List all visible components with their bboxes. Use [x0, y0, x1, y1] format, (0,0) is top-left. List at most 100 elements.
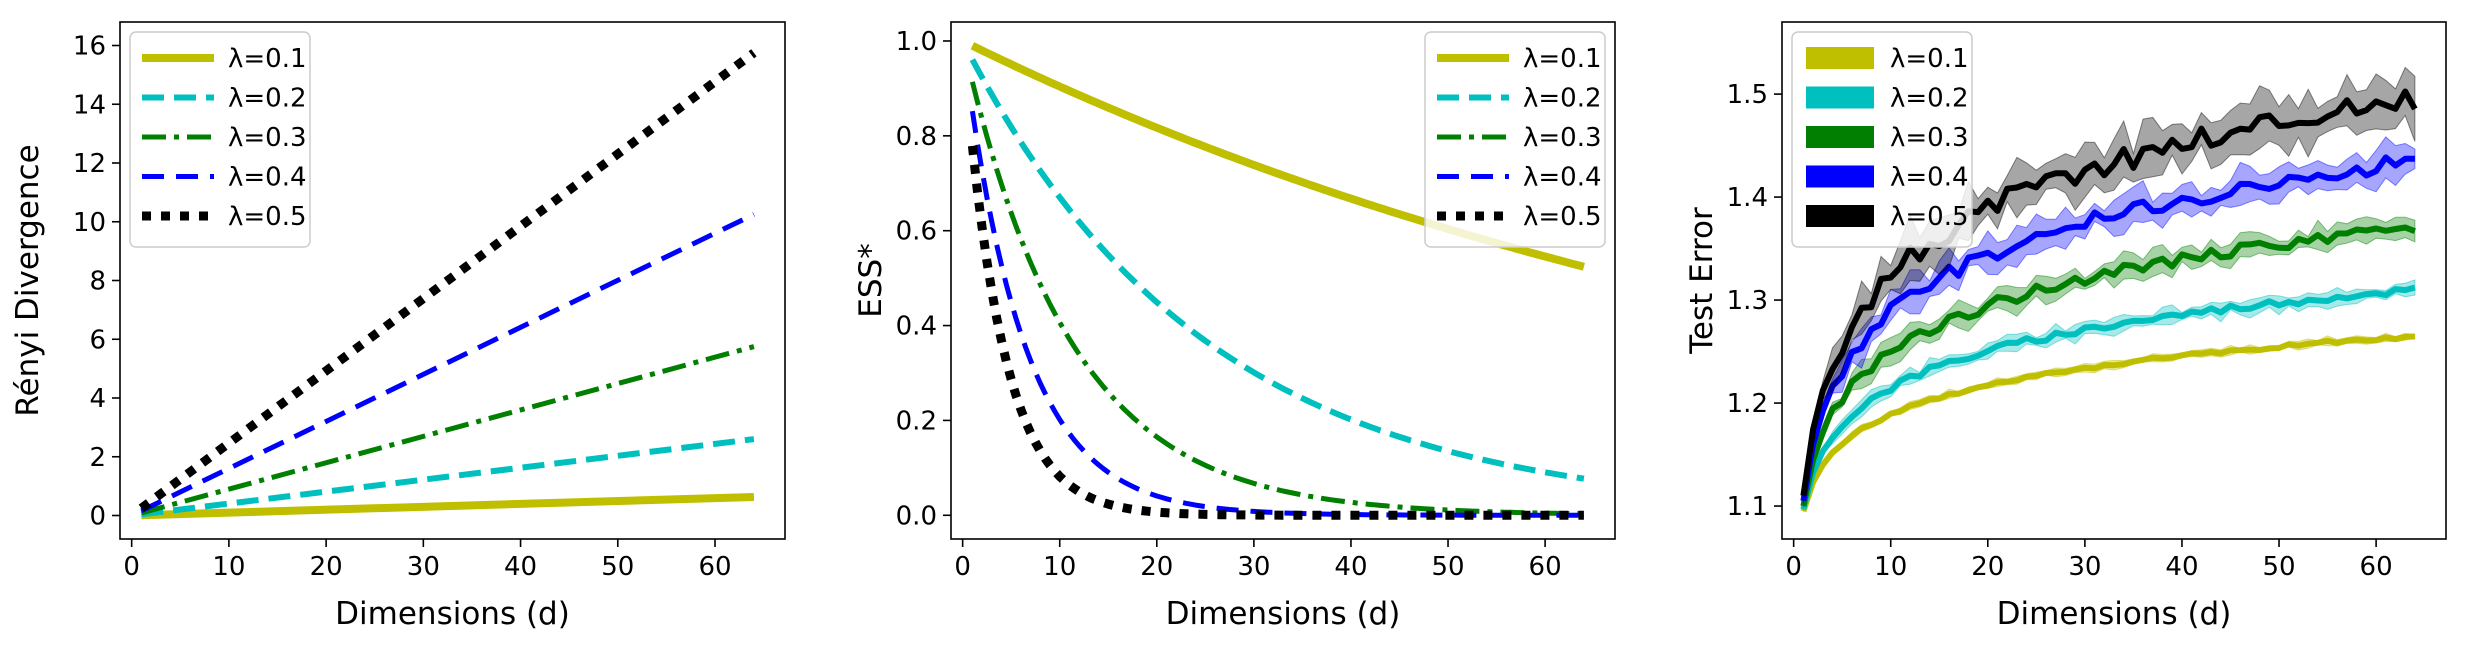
y-axis-label: Test Error	[1684, 207, 1720, 355]
y-tick-label: 0.4	[896, 312, 937, 342]
legend-label: λ=0.1	[1890, 44, 1969, 74]
legend-label: λ=0.1	[1523, 44, 1602, 74]
x-tick-label: 30	[1237, 552, 1270, 582]
y-tick-label: 1.5	[1727, 80, 1768, 110]
y-tick-label: 12	[73, 149, 106, 179]
legend-item: λ=0.2	[1437, 84, 1602, 114]
legend-item: λ=0.5	[142, 202, 307, 232]
legend-swatch	[1806, 126, 1874, 148]
series-line-lambda-0.1	[1800, 333, 2415, 513]
chart-panel-1: 0 10 20 30 40 50 60 0 2 4 6 8 10 12 14 16 Dimensions (d)…	[10, 21, 786, 632]
series-line-lambda-0.1	[141, 493, 755, 520]
x-tick-label: 30	[407, 552, 440, 582]
series-line-lambda-0.5	[138, 49, 757, 512]
y-tick-label: 10	[73, 208, 106, 238]
y-tick-label: 1.3	[1727, 286, 1768, 316]
plot-frame	[1781, 21, 2447, 540]
series-line-lambda-0.4	[969, 110, 1584, 518]
legend-label: λ=0.3	[1523, 123, 1602, 153]
x-tick-label: 10	[1043, 552, 1076, 582]
x-tick-label: 60	[698, 552, 731, 582]
legend-item: λ=0.3	[142, 123, 307, 153]
x-tick-label: 10	[1874, 552, 1907, 582]
y-tick-label: 1.2	[1727, 389, 1768, 419]
x-tick-label: 20	[1971, 552, 2004, 582]
x-tick-label: 40	[1334, 552, 1367, 582]
series-line-lambda-0.3	[1800, 224, 2416, 507]
legend-item: λ=0.2	[1806, 84, 1969, 114]
chart-panel-3: 0 10 20 30 40 50 60 1.1 1.2 1.3 1.4 1.5 Dimensions (…	[1684, 21, 2447, 632]
y-axis-label: ESS*	[853, 243, 889, 317]
legend: λ=0.1 λ=0.2 λ=0.3 λ=0.4 λ=0.5	[1424, 31, 1606, 248]
legend-label: λ=0.2	[228, 84, 307, 114]
chart-panel-2: 0 10 20 30 40 50 60 0.0 0.2 0.4 0.6 0.8 1.0 Dimension…	[853, 21, 1616, 632]
legend-swatch	[1806, 205, 1874, 227]
legend-item: λ=0.4	[1437, 163, 1602, 193]
legend-swatch	[1806, 86, 1874, 109]
y-tick-label: 0	[89, 502, 106, 532]
legend-item: λ=0.1	[1806, 44, 1969, 74]
legend-label: λ=0.4	[228, 163, 307, 193]
series-line-lambda-0.5	[967, 145, 1584, 520]
legend-item: λ=0.4	[1806, 163, 1969, 193]
series-line-lambda-0.4	[140, 212, 755, 514]
legend-item: λ=0.5	[1806, 202, 1969, 232]
y-tick-label: 0.8	[896, 122, 937, 152]
legend-label: λ=0.4	[1890, 163, 1969, 193]
legend-label: λ=0.4	[1523, 163, 1602, 193]
legend-item: λ=0.2	[142, 84, 307, 114]
x-tick-label: 40	[2165, 552, 2198, 582]
legend-label: λ=0.5	[228, 202, 307, 232]
x-tick-label: 0	[1785, 552, 1802, 582]
legend-item: λ=0.5	[1437, 202, 1602, 232]
x-tick-label: 10	[212, 552, 245, 582]
x-tick-label: 30	[2068, 552, 2101, 582]
y-tick-label: 8	[89, 267, 106, 297]
series-line-lambda-0.2	[969, 58, 1585, 482]
x-axis-label: Dimensions (d)	[1166, 596, 1401, 632]
legend-swatch	[1806, 47, 1874, 69]
legend-label: λ=0.3	[1890, 123, 1969, 153]
legend: λ=0.1 λ=0.2 λ=0.3 λ=0.4 λ=0.5	[129, 31, 311, 248]
legend-box	[1791, 31, 1973, 248]
legend-label: λ=0.3	[228, 123, 307, 153]
y-tick-label: 6	[89, 325, 106, 355]
x-tick-label: 0	[954, 552, 971, 582]
x-tick-label: 50	[601, 552, 634, 582]
legend: λ=0.1 λ=0.2 λ=0.3 λ=0.4 λ=0.5	[1791, 31, 1973, 248]
plot-area	[1800, 66, 2418, 513]
x-axis-label: Dimensions (d)	[335, 596, 570, 632]
y-tick-label: 1.4	[1727, 183, 1768, 213]
y-tick-label: 0.6	[896, 217, 937, 247]
legend-label: λ=0.5	[1890, 202, 1969, 232]
legend-item: λ=0.1	[1437, 44, 1602, 74]
legend-item: λ=0.3	[1806, 123, 1969, 153]
x-tick-label: 0	[123, 552, 140, 582]
series-line-lambda-0.3	[140, 344, 755, 516]
legend-label: λ=0.1	[228, 44, 307, 74]
x-tick-label: 20	[310, 552, 343, 582]
series-line-lambda-0.4	[1800, 154, 2415, 502]
y-tick-label: 4	[89, 384, 106, 414]
y-tick-label: 1.0	[896, 27, 937, 57]
y-tick-label: 2	[89, 443, 106, 473]
x-tick-label: 50	[1431, 552, 1464, 582]
plot-frame	[950, 21, 1616, 540]
x-tick-label: 50	[2262, 552, 2295, 582]
x-tick-label: 40	[504, 552, 537, 582]
series-line-lambda-0.3	[969, 81, 1584, 517]
legend-swatch	[1806, 165, 1874, 188]
legend-item: λ=0.3	[1437, 123, 1602, 153]
y-tick-label: 0.0	[896, 501, 937, 531]
series-line-lambda-0.5	[1800, 88, 2418, 497]
x-tick-label: 20	[1140, 552, 1173, 582]
x-tick-label: 60	[2360, 552, 2393, 582]
y-tick-label: 16	[73, 32, 106, 62]
y-axis-label: Rényi Divergence	[10, 144, 46, 416]
legend-box	[1424, 31, 1606, 248]
x-axis-label: Dimensions (d)	[1997, 596, 2232, 632]
legend-box	[129, 31, 311, 248]
plot-area	[138, 49, 757, 520]
y-tick-label: 0.2	[896, 406, 937, 436]
